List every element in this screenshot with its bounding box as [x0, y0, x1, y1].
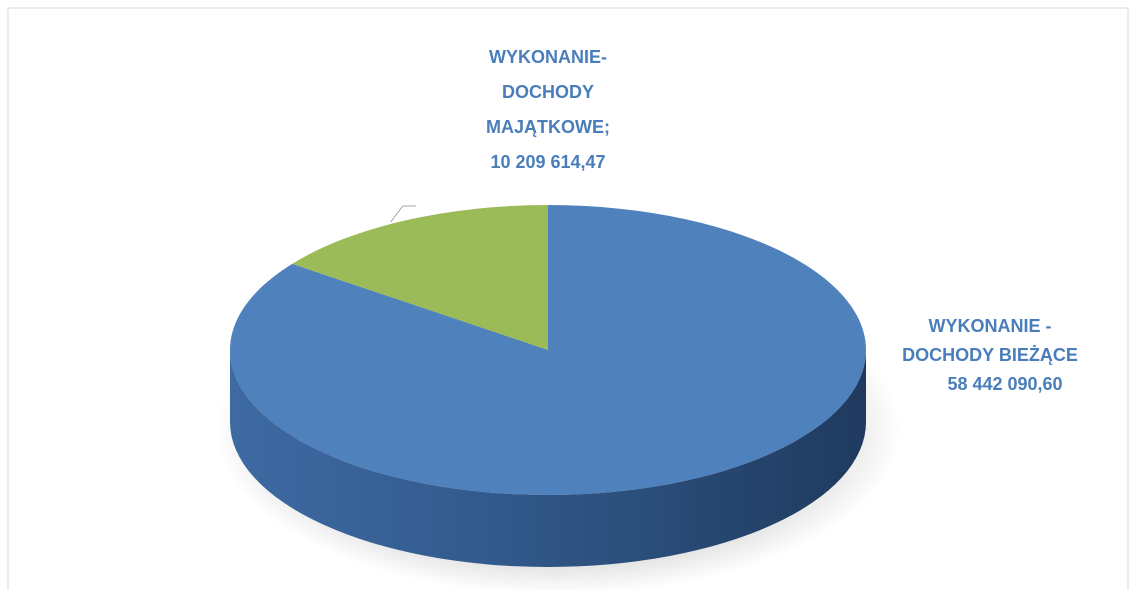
slice-label-value: 58 442 090,60 — [947, 374, 1063, 394]
chart-border — [7, 7, 1129, 590]
slice-label: WYKONANIE - DOCHODY BIEŻĄCE 58 442 090,6… — [895, 312, 1085, 399]
slice-label-name: WYKONANIE- DOCHODY MAJĄTKOWE; — [486, 47, 610, 137]
pie-slice — [229, 205, 866, 495]
slice-label-name: WYKONANIE - DOCHODY BIEŻĄCE — [902, 316, 1078, 365]
slice-label-value: 10 209 614,47 — [490, 152, 606, 172]
slice-label: WYKONANIE- DOCHODY MAJĄTKOWE; 10 209 614… — [458, 40, 638, 180]
pie-side — [230, 350, 866, 567]
leader-line — [390, 205, 416, 223]
pie-slice — [292, 205, 548, 350]
